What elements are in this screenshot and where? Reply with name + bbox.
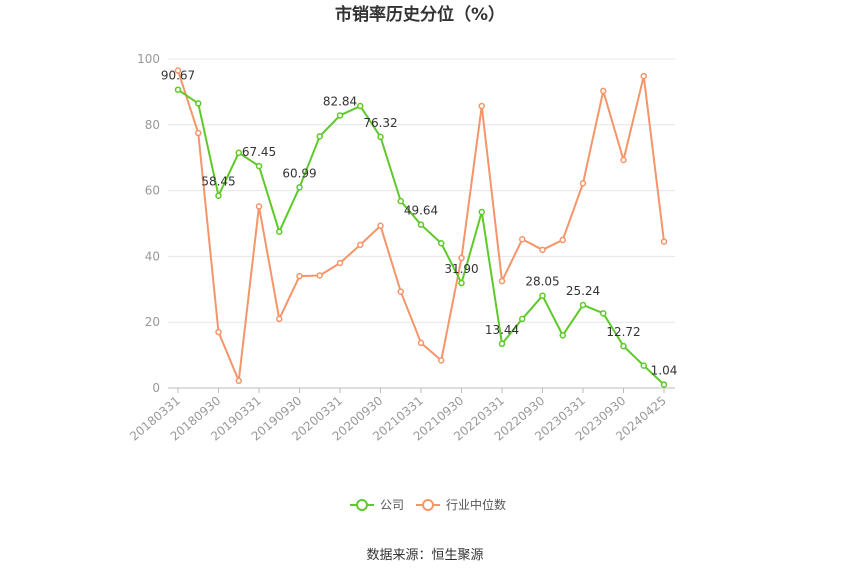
data-point <box>559 236 566 244</box>
y-tick-label: 0 <box>152 381 160 395</box>
source-note: 数据来源：恒生聚源 <box>366 548 483 563</box>
data-point <box>397 197 404 205</box>
data-point <box>235 149 242 157</box>
data-point <box>316 272 323 279</box>
data-point <box>296 272 303 280</box>
data-label: 76.32 <box>363 116 397 130</box>
data-point <box>600 87 607 95</box>
data-point <box>539 246 546 254</box>
data-point <box>600 310 607 317</box>
data-point <box>498 340 506 348</box>
y-tick-label: 80 <box>145 118 160 132</box>
data-point <box>620 156 627 164</box>
legend-item-公司[interactable]: 公司 <box>350 498 404 512</box>
data-point <box>357 241 364 249</box>
data-point <box>357 102 364 110</box>
data-point <box>579 301 587 309</box>
y-axis: 0 20 40 60 80 100 <box>137 52 160 395</box>
data-label: 58.45 <box>201 175 235 189</box>
series-行业中位数 <box>174 67 668 385</box>
data-point <box>478 208 485 216</box>
data-point <box>620 342 627 350</box>
y-tick-label: 20 <box>145 315 160 329</box>
data-point <box>174 86 182 93</box>
data-point <box>438 357 445 364</box>
data-point <box>660 381 668 388</box>
data-label: 1.04 <box>651 364 678 378</box>
data-label: 12.72 <box>606 325 640 339</box>
legend[interactable]: 公司 行业中位数 <box>350 497 506 512</box>
data-point <box>174 67 182 74</box>
data-point <box>458 254 465 262</box>
x-axis: 2018033120180930201903312019093020200331… <box>127 387 675 444</box>
data-point <box>559 332 566 339</box>
data-label: 82.84 <box>323 94 357 108</box>
legend-item-行业中位数[interactable]: 行业中位数 <box>416 497 506 512</box>
data-point <box>519 315 526 323</box>
data-label: 13.44 <box>485 323 519 337</box>
data-label: 28.05 <box>525 275 559 289</box>
data-point <box>417 339 425 347</box>
data-point <box>377 133 384 141</box>
data-point <box>519 236 526 243</box>
data-label: 25.24 <box>566 284 600 298</box>
data-point <box>539 292 546 299</box>
data-point <box>255 203 263 210</box>
data-point <box>336 112 344 119</box>
data-point <box>255 162 263 170</box>
data-point <box>336 259 344 267</box>
data-labels: 90.67 58.45 67.45 60.99 82.84 76.32 49.64 31.90… <box>161 69 678 378</box>
data-label: 49.64 <box>404 204 438 218</box>
data-label: 67.45 <box>242 145 276 159</box>
data-point <box>660 238 668 245</box>
legend-label: 行业中位数 <box>446 497 506 512</box>
data-point <box>296 184 303 191</box>
data-point <box>438 239 445 247</box>
legend-swatch-marker <box>422 499 434 511</box>
y-tick-label: 100 <box>137 52 160 66</box>
data-point <box>417 221 425 228</box>
data-point <box>498 277 506 285</box>
data-point <box>195 129 202 137</box>
y-tick-label: 60 <box>145 184 160 198</box>
data-point <box>235 377 242 385</box>
legend-label: 公司 <box>380 498 404 512</box>
data-label: 31.90 <box>444 262 478 276</box>
data-point <box>215 328 222 336</box>
y-tick-label: 40 <box>145 249 160 263</box>
data-point <box>397 288 404 295</box>
data-point <box>478 102 485 110</box>
series-layer <box>174 67 668 388</box>
data-point <box>640 72 647 80</box>
data-label: 60.99 <box>282 166 316 180</box>
chart-title: 市销率历史分位（%） <box>335 4 505 25</box>
data-point <box>640 362 647 369</box>
data-label: 90.67 <box>161 69 195 83</box>
legend-swatch-marker <box>356 499 368 511</box>
data-point <box>195 100 202 107</box>
data-point <box>458 279 465 287</box>
data-point <box>377 222 384 230</box>
data-point <box>316 133 323 140</box>
data-point <box>215 192 222 199</box>
data-point <box>276 228 283 235</box>
data-point <box>579 180 587 187</box>
data-point <box>276 315 283 323</box>
series-公司 <box>174 86 668 388</box>
grid <box>168 58 675 323</box>
